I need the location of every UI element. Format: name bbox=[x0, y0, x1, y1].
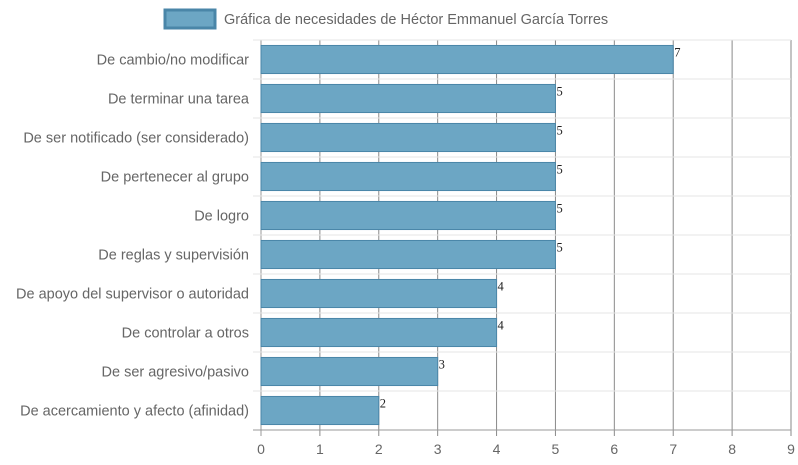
category-labels: De cambio/no modificar De terminar una ta… bbox=[16, 53, 250, 420]
category-label: De pertenecer al grupo bbox=[101, 170, 249, 186]
category-label: De acercamiento y afecto (afinidad) bbox=[20, 404, 249, 420]
category-label: De logro bbox=[194, 209, 249, 225]
category-label: De controlar a otros bbox=[122, 326, 249, 342]
data-labels: 7 5 5 5 5 5 4 4 3 2 bbox=[380, 45, 681, 410]
bar[interactable] bbox=[260, 122, 556, 153]
bar[interactable] bbox=[260, 356, 439, 387]
x-tick-label: 8 bbox=[728, 441, 736, 457]
x-tick-label: 3 bbox=[434, 441, 442, 457]
x-tick-label: 5 bbox=[552, 441, 560, 457]
category-label: De cambio/no modificar bbox=[97, 53, 249, 69]
category-label: De reglas y supervisión bbox=[98, 248, 249, 264]
legend-label: Gráfica de necesidades de Héctor Emmanue… bbox=[224, 12, 608, 28]
data-label: 5 bbox=[556, 84, 562, 98]
bar[interactable] bbox=[260, 161, 556, 192]
bar[interactable] bbox=[260, 278, 498, 309]
data-label: 5 bbox=[556, 201, 562, 215]
category-label: De apoyo del supervisor o autoridad bbox=[16, 287, 249, 303]
bar[interactable] bbox=[260, 200, 556, 231]
legend[interactable]: Gráfica de necesidades de Héctor Emmanue… bbox=[163, 8, 608, 30]
data-label: 5 bbox=[556, 162, 562, 176]
bars bbox=[260, 44, 674, 426]
bar[interactable] bbox=[260, 83, 556, 114]
x-tick-label: 1 bbox=[316, 441, 324, 457]
x-tick-label: 2 bbox=[375, 441, 383, 457]
data-label: 4 bbox=[498, 279, 505, 293]
bar[interactable] bbox=[260, 239, 556, 270]
bar[interactable] bbox=[260, 44, 674, 75]
bar[interactable] bbox=[260, 317, 498, 348]
data-label: 5 bbox=[556, 123, 562, 137]
x-axis-tick-labels: 0 1 2 3 4 5 6 7 8 9 bbox=[257, 441, 795, 457]
legend-swatch bbox=[163, 8, 217, 30]
data-label: 4 bbox=[498, 318, 505, 332]
x-tick-label: 0 bbox=[257, 441, 265, 457]
x-tick-label: 7 bbox=[669, 441, 677, 457]
x-tick-label: 6 bbox=[610, 441, 618, 457]
data-label: 2 bbox=[380, 396, 386, 410]
category-label: De ser agresivo/pasivo bbox=[102, 365, 250, 381]
data-label: 3 bbox=[439, 357, 445, 371]
x-tick-label: 9 bbox=[787, 441, 795, 457]
data-label: 5 bbox=[556, 240, 562, 254]
x-tick-label: 4 bbox=[493, 441, 501, 457]
category-label: De ser notificado (ser considerado) bbox=[23, 131, 249, 147]
category-label: De terminar una tarea bbox=[108, 92, 250, 108]
data-label: 7 bbox=[674, 45, 680, 59]
bar[interactable] bbox=[260, 395, 380, 426]
